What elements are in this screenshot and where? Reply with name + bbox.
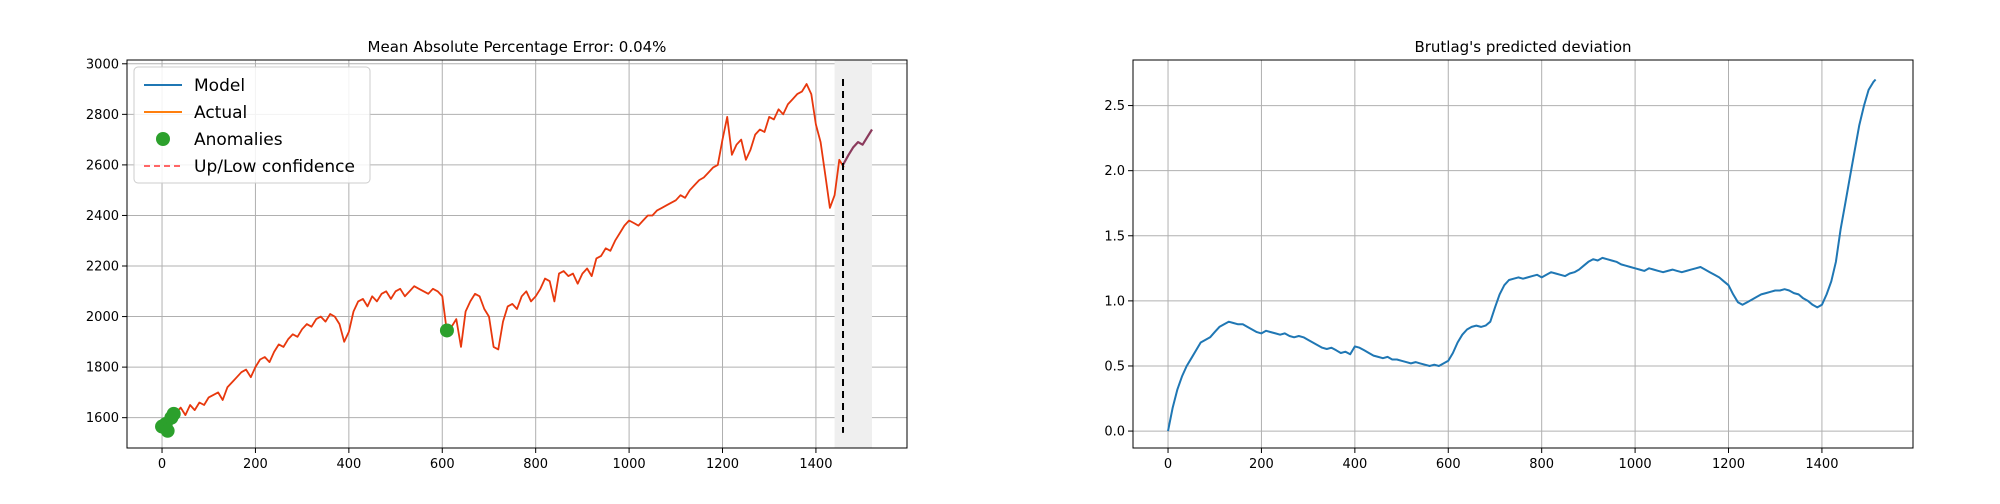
y-tick-label: 2200 (86, 260, 119, 275)
mape-chart: 0 200 400 600 800 1000 1200 1400 1600 1800 2000 22… (86, 38, 908, 472)
y-tick-label: 0.0 (1104, 425, 1125, 440)
x-tick-label: 1400 (1805, 457, 1838, 472)
y-tick-label: 2000 (86, 310, 119, 325)
x-tick-label: 600 (1436, 457, 1461, 472)
chart-title: Brutlag's predicted deviation (1414, 38, 1631, 56)
plot-frame (1132, 59, 1914, 449)
x-tick-labels: 0 200 400 600 800 1000 1200 1400 (158, 448, 832, 472)
legend-handle (156, 132, 170, 146)
x-tick-label: 800 (523, 457, 548, 472)
anomaly-point (160, 423, 175, 438)
x-tick-label: 0 (158, 457, 166, 472)
x-tick-label: 600 (430, 457, 455, 472)
y-tick-labels: 1600 1800 2000 2200 2400 2600 2800 3000 (86, 57, 127, 426)
x-tick-label: 0 (1164, 457, 1172, 472)
anomaly-point (439, 323, 454, 338)
model-forecast-line (842, 128, 873, 166)
actual-series-line (161, 83, 845, 429)
y-tick-label: 2800 (86, 108, 119, 123)
y-tick-label: 2400 (86, 209, 119, 224)
y-tick-label: 1.0 (1104, 294, 1125, 309)
series-layer (1167, 78, 1877, 432)
legend-label: Anomalies (194, 130, 283, 150)
legend-label: Actual (194, 103, 247, 123)
plot-frame (126, 59, 908, 449)
x-tick-labels: 0 200 400 600 800 1000 1200 1400 (1164, 448, 1838, 472)
y-tick-label: 2.0 (1104, 164, 1125, 179)
x-tick-label: 1200 (1712, 457, 1745, 472)
legend: Model Actual Anomalies Up/Low confidence (133, 66, 371, 184)
y-tick-label: 2600 (86, 158, 119, 173)
legend-box (133, 66, 371, 184)
x-tick-label: 1000 (1619, 457, 1652, 472)
x-tick-label: 400 (1342, 457, 1367, 472)
x-tick-label: 200 (243, 457, 268, 472)
deviation-series-line (1167, 78, 1877, 432)
y-tick-label: 1600 (86, 411, 119, 426)
anomaly-point (166, 406, 181, 421)
y-tick-label: 0.5 (1104, 359, 1125, 374)
plot-area (1133, 60, 1913, 448)
y-tick-label: 1.5 (1104, 229, 1125, 244)
x-tick-label: 400 (336, 457, 361, 472)
legend-label: Up/Low confidence (194, 157, 355, 177)
chart-title: Mean Absolute Percentage Error: 0.04% (368, 38, 667, 56)
x-tick-label: 1400 (799, 457, 832, 472)
forecast-region (834, 60, 872, 448)
x-tick-label: 800 (1529, 457, 1554, 472)
x-tick-label: 1000 (613, 457, 646, 472)
y-tick-label: 1800 (86, 361, 119, 376)
y-tick-label: 2.5 (1104, 99, 1125, 114)
brutlag-chart: 0 200 400 600 800 1000 1200 1400 0.0 0.5 1.0 1.5 2.… (1104, 38, 1914, 472)
grid-lines (1133, 60, 1913, 448)
y-tick-label: 3000 (86, 57, 119, 72)
series-layer (155, 78, 873, 438)
y-tick-labels: 0.0 0.5 1.0 1.5 2.0 2.5 (1104, 99, 1133, 440)
x-tick-label: 200 (1249, 457, 1274, 472)
x-tick-label: 1200 (706, 457, 739, 472)
legend-label: Model (194, 76, 245, 96)
